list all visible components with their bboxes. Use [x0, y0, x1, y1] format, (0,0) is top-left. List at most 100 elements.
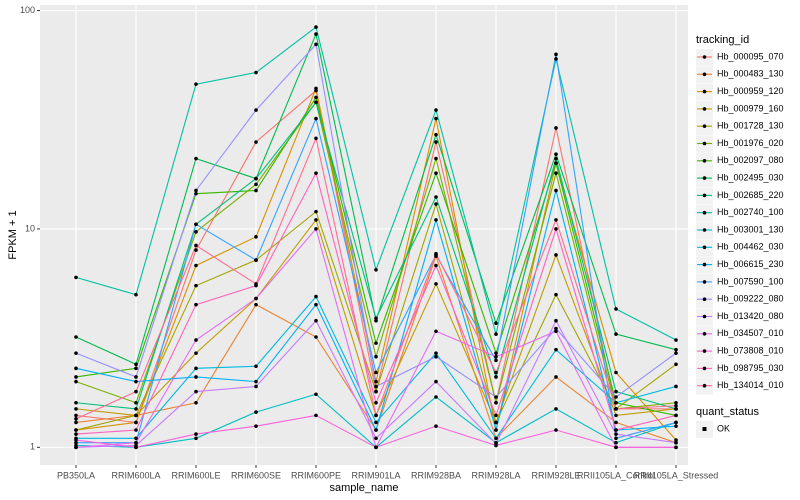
data-point — [194, 188, 198, 193]
data-point — [74, 366, 78, 371]
data-point — [554, 407, 558, 411]
data-point — [194, 432, 198, 436]
data-point — [614, 400, 618, 405]
legend-label: Hb_003001_130 — [717, 224, 784, 234]
data-point — [314, 95, 318, 100]
data-point — [614, 407, 618, 411]
data-point — [554, 152, 558, 156]
legend-label: Hb_002740_100 — [717, 207, 784, 217]
data-point — [554, 428, 558, 432]
data-point — [434, 354, 438, 359]
data-point — [254, 282, 258, 286]
legend-point — [702, 262, 707, 267]
legend-label: Hb_009222_080 — [717, 294, 784, 304]
data-point — [494, 400, 498, 405]
data-point — [74, 379, 78, 384]
legend-point — [702, 383, 707, 388]
data-point — [134, 366, 138, 371]
data-point — [614, 389, 618, 394]
data-point — [434, 116, 438, 121]
legend-point — [702, 193, 707, 198]
data-point — [614, 432, 618, 436]
data-point — [314, 32, 318, 36]
data-point — [74, 420, 78, 425]
legend-label: Hb_002685_220 — [717, 190, 784, 200]
data-point — [314, 171, 318, 175]
data-point — [674, 445, 678, 450]
legend-point — [702, 72, 707, 77]
data-point — [554, 218, 558, 222]
data-point — [314, 227, 318, 231]
data-point — [74, 440, 78, 445]
data-point — [74, 407, 78, 411]
y-tick-label: 10 — [25, 223, 35, 233]
data-point — [674, 403, 678, 408]
data-point — [254, 379, 258, 384]
data-point — [194, 338, 198, 342]
data-point — [554, 329, 558, 334]
data-point — [494, 351, 498, 355]
legend-label: Hb_073808_010 — [717, 345, 784, 355]
data-point — [494, 420, 498, 425]
data-point — [134, 375, 138, 379]
data-point — [374, 341, 378, 345]
data-point — [314, 218, 318, 222]
data-point — [74, 351, 78, 355]
data-point — [374, 445, 378, 450]
data-point — [674, 351, 678, 355]
legend-label: Hb_098795_030 — [717, 363, 784, 373]
data-point — [494, 395, 498, 399]
legend-label: Hb_000095_070 — [717, 51, 784, 61]
data-point — [194, 263, 198, 268]
data-point — [374, 389, 378, 394]
data-point — [434, 263, 438, 268]
data-point — [434, 156, 438, 161]
data-point — [254, 70, 258, 75]
data-point — [314, 116, 318, 121]
data-point — [194, 351, 198, 355]
legend-point — [702, 55, 707, 59]
data-point — [254, 384, 258, 389]
data-point — [134, 400, 138, 405]
data-point — [494, 436, 498, 441]
data-point — [74, 445, 78, 450]
legend-point — [702, 314, 707, 319]
data-point — [134, 440, 138, 445]
data-point — [254, 258, 258, 262]
data-point — [554, 156, 558, 161]
data-point — [374, 379, 378, 384]
data-point — [374, 413, 378, 418]
y-axis-title: FPKM + 1 — [7, 210, 19, 259]
data-point — [74, 375, 78, 379]
data-point — [314, 294, 318, 299]
data-point — [674, 384, 678, 389]
data-point — [194, 283, 198, 288]
legend-label: Hb_007590_100 — [717, 276, 784, 286]
data-point — [254, 424, 258, 428]
data-point — [74, 275, 78, 280]
data-point — [674, 338, 678, 342]
data-point — [194, 389, 198, 394]
data-point — [434, 329, 438, 334]
data-point — [434, 140, 438, 144]
data-point — [314, 209, 318, 214]
data-point — [134, 292, 138, 297]
y-tick-label: 100 — [20, 5, 35, 15]
x-tick-label: RRIM901LA — [351, 470, 400, 480]
data-point — [434, 424, 438, 428]
data-point — [194, 230, 198, 234]
legend-point — [702, 366, 707, 371]
data-point — [374, 428, 378, 432]
legend-label: Hb_002495_030 — [717, 172, 784, 182]
data-point — [254, 108, 258, 112]
data-point — [674, 400, 678, 405]
data-point — [374, 267, 378, 272]
legend-point — [702, 427, 707, 431]
data-point — [554, 126, 558, 130]
data-point — [674, 407, 678, 411]
legend-point — [702, 107, 707, 111]
data-point — [314, 25, 318, 29]
data-point — [314, 86, 318, 91]
data-point — [314, 413, 318, 418]
data-point — [74, 438, 78, 442]
